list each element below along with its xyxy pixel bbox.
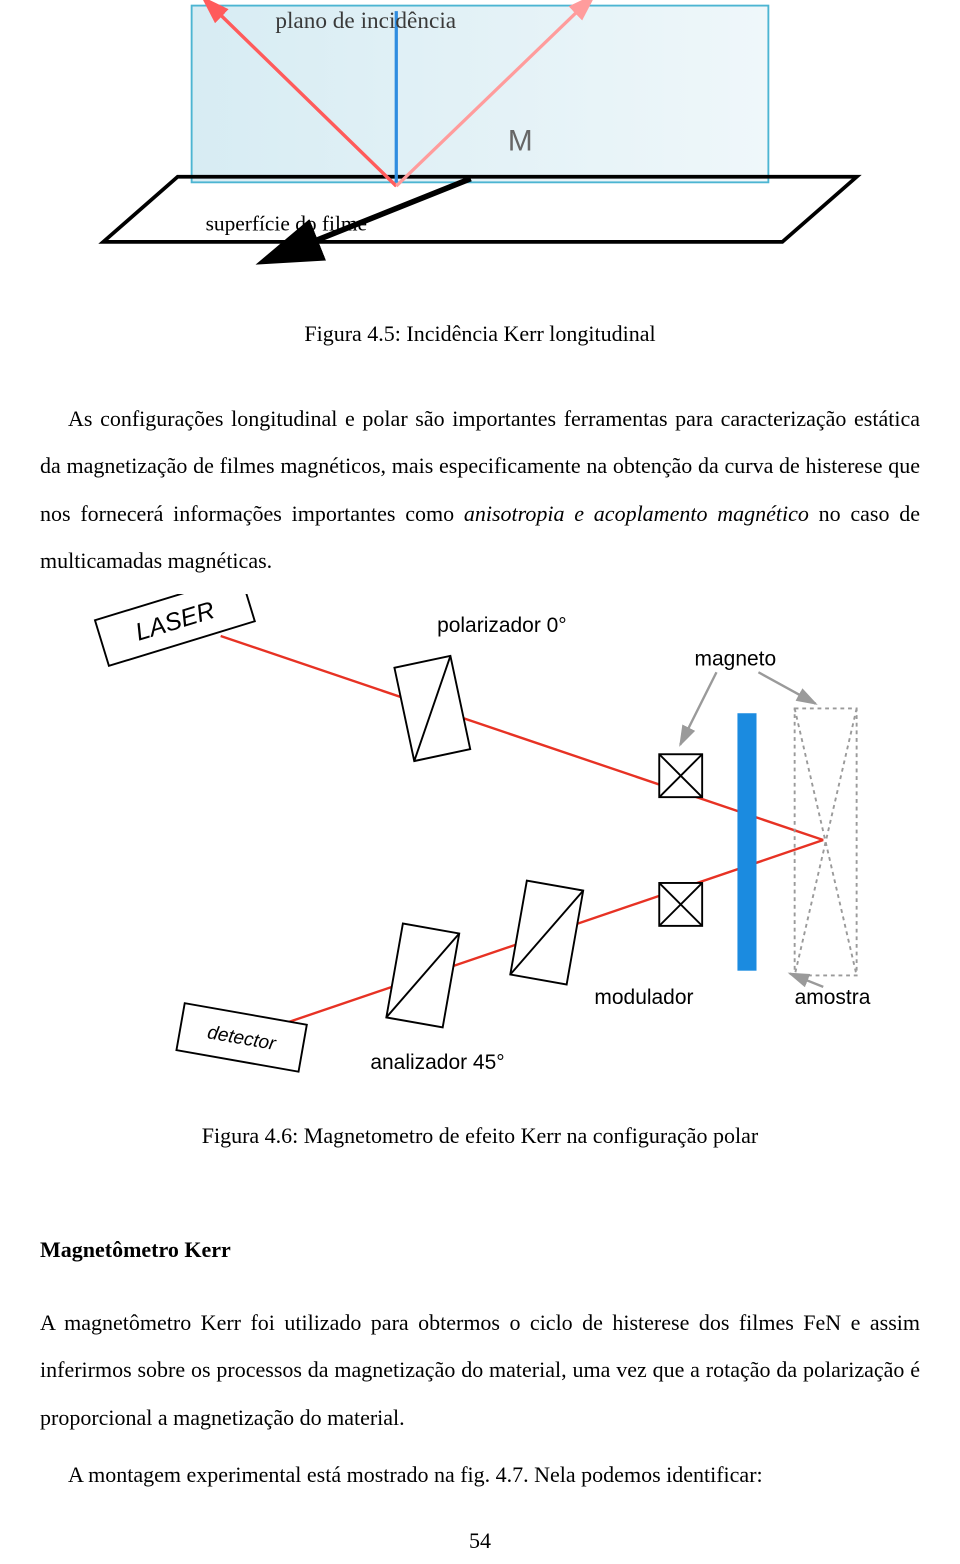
label-incidence-plane: plano de incidência [275,8,456,34]
figure-4-5-caption: Figura 4.5: Incidência Kerr longitudinal [304,321,655,347]
label-analyzer: analizador 45° [370,1051,504,1074]
modulator-small-top [659,754,702,797]
paragraph-3: A montagem experimental está mostrado na… [40,1451,920,1498]
magnet-arrow-right [758,672,815,703]
label-sample: amostra [795,986,871,1009]
label-m: M [508,125,533,158]
paragraph-1: As configurações longitudinal e polar sã… [40,395,920,584]
polarizer-box [394,656,470,761]
kerr-magnetometer-diagram: LASER polarizador 0° magneto [70,594,890,1109]
subheading-magnetometer: Magnetômetro Kerr [40,1237,920,1263]
figure-4-5: plano de incidência M superfície do film… [40,0,920,395]
figure-4-6-caption: Figura 4.6: Magnetometro de efeito Kerr … [202,1123,759,1149]
label-modulator: modulador [594,986,693,1009]
label-magnet: magneto [695,648,777,671]
analyzer-box [386,924,459,1028]
modulator-small-bottom [659,883,702,926]
sample-bar [737,713,756,970]
label-polarizer: polarizador 0° [437,614,567,637]
magnet-coil [795,709,857,976]
figure-4-6: LASER polarizador 0° magneto [40,594,920,1197]
page-number: 54 [40,1528,920,1554]
modulator-box [510,881,583,985]
label-film-surface: superfície do filme [206,212,367,236]
paragraph-1-italic: anisotropia e acoplamento magnético [464,501,809,526]
detector-box: detector [176,1003,306,1071]
paragraph-2: A magnetômetro Kerr foi utilizado para o… [40,1299,920,1441]
kerr-incidence-diagram: plano de incidência M superfície do film… [80,0,880,307]
laser-box: LASER [95,594,255,666]
magnet-arrow-left [680,672,716,744]
